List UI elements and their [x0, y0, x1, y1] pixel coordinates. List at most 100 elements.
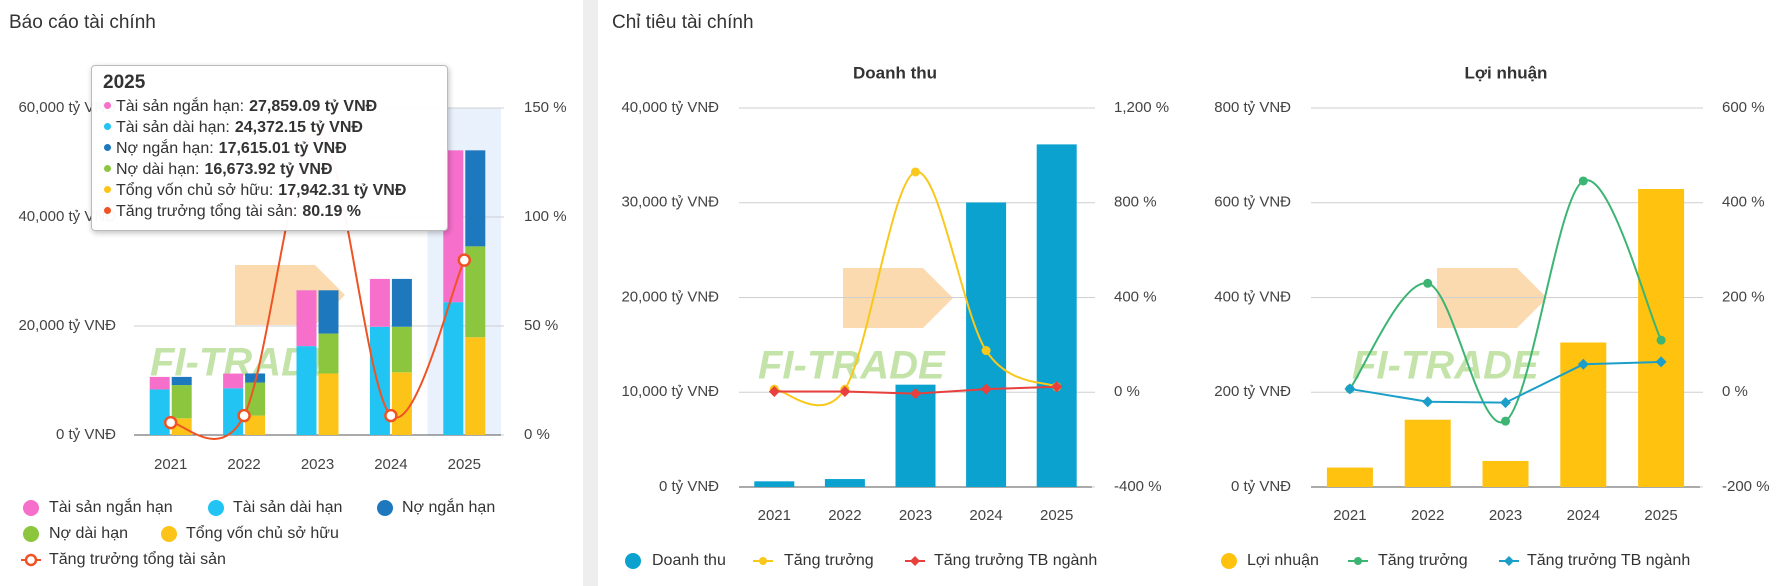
- legend-label: Nợ dài hạn: [49, 525, 128, 542]
- bar: [391, 326, 412, 373]
- tooltip-row: Nợ ngắn hạn: 17,615.01 tỷ VNĐ: [103, 138, 436, 159]
- y-tick-label: 400 tỷ VNĐ: [1214, 288, 1291, 305]
- x-tick-label: 2022: [227, 456, 260, 473]
- legend-label: Tăng trưởng: [1378, 552, 1468, 569]
- legend-symbol: [161, 526, 177, 542]
- tooltip-value: 17,615.01 tỷ VNĐ: [218, 140, 347, 157]
- x-tick-label: 2024: [374, 456, 407, 473]
- tooltip-row: Tài sản ngắn hạn: 27,859.09 tỷ VNĐ: [103, 96, 436, 117]
- y2-tick-label: 0 %: [1722, 383, 1748, 400]
- y-tick-label: 0 tỷ VNĐ: [1231, 478, 1291, 495]
- legend-label: Tài sản dài hạn: [233, 499, 342, 516]
- x-tick-label: 2022: [1411, 507, 1444, 524]
- line-marker: [457, 253, 472, 267]
- bar: [391, 372, 412, 435]
- x-tick-label: 2023: [301, 456, 334, 473]
- panel-title: Báo cáo tài chính: [9, 12, 156, 33]
- line-marker: [759, 557, 767, 565]
- panel-divider: [583, 0, 598, 586]
- bar: [1326, 467, 1373, 487]
- bar: [1036, 144, 1077, 487]
- tooltip-dot: [104, 144, 111, 152]
- y2-tick-label: 0 %: [524, 426, 550, 443]
- line-marker: [1051, 381, 1063, 393]
- line-marker: [1422, 396, 1434, 408]
- line-marker: [768, 386, 780, 398]
- chart-title: Doanh thu: [853, 63, 937, 82]
- bar: [443, 150, 464, 303]
- bar: [1482, 460, 1529, 487]
- y2-tick-label: 100 %: [524, 208, 567, 225]
- y2-tick-label: 400 %: [1722, 194, 1765, 211]
- legend-label: Tăng trưởng TB ngành: [1527, 552, 1690, 569]
- bar: [369, 278, 390, 327]
- line-marker: [911, 167, 920, 177]
- chart-title: Lợi nhuận: [1465, 63, 1548, 82]
- x-tick-label: 2023: [899, 507, 932, 524]
- bar: [149, 389, 170, 435]
- bar: [318, 373, 339, 435]
- bar: [465, 150, 486, 247]
- tooltip-dot: [104, 207, 111, 215]
- tooltip-dot: [104, 102, 111, 110]
- watermark: FI-TRADE: [758, 344, 946, 388]
- y2-tick-label: 400 %: [1114, 288, 1157, 305]
- y2-tick-label: 600 %: [1722, 99, 1765, 116]
- y-tick-label: 800 tỷ VNĐ: [1214, 99, 1291, 116]
- bar: [465, 337, 486, 435]
- legend-symbol: [1221, 553, 1237, 569]
- x-tick-label: 2025: [1644, 507, 1677, 524]
- line-marker: [237, 408, 251, 423]
- line-marker: [384, 408, 398, 423]
- tooltip-label: Nợ ngắn hạn:: [116, 140, 214, 157]
- line-marker: [1578, 176, 1588, 186]
- tooltip-label: Tài sản ngắn hạn:: [116, 98, 245, 115]
- line-marker: [24, 553, 38, 567]
- tooltip-label: Tổng vốn chủ sở hữu:: [116, 182, 274, 199]
- tooltip-dot: [104, 186, 111, 194]
- bar: [245, 373, 266, 383]
- bar: [443, 302, 464, 435]
- line: [1349, 179, 1662, 424]
- bar: [149, 376, 170, 390]
- line-marker: [1656, 335, 1666, 345]
- y2-tick-label: 50 %: [524, 317, 558, 334]
- legend-symbol: [23, 500, 39, 516]
- bar: [223, 373, 244, 389]
- line-marker: [1344, 383, 1356, 395]
- bar: [245, 415, 266, 435]
- panel-title: Chỉ tiêu tài chính: [612, 12, 754, 33]
- legend-label: Tài sản ngắn hạn: [49, 497, 173, 516]
- line-marker: [1501, 416, 1510, 426]
- y-tick-label: 30,000 tỷ VNĐ: [621, 194, 719, 211]
- tooltip-value: 80.19 %: [302, 203, 362, 220]
- bar: [824, 479, 865, 487]
- y2-tick-label: 200 %: [1722, 288, 1765, 305]
- line-marker: [1577, 358, 1589, 370]
- legend-label: Tăng trưởng tổng tài sản: [49, 550, 226, 568]
- legend-symbol: [377, 500, 393, 516]
- tooltip-label: Tài sản dài hạn:: [116, 119, 230, 136]
- legend-label: Nợ ngắn hạn: [402, 497, 495, 516]
- bar: [296, 290, 317, 347]
- bar: [223, 388, 244, 435]
- bar: [171, 376, 192, 386]
- x-tick-label: 2021: [1333, 507, 1366, 524]
- x-tick-label: 2021: [758, 507, 791, 524]
- tooltip-label: Tăng trưởng tổng tài sản:: [116, 203, 298, 220]
- tooltip-value: 16,673.92 tỷ VNĐ: [204, 161, 333, 178]
- tooltip-value: 27,859.09 tỷ VNĐ: [249, 98, 378, 115]
- y2-tick-label: -400 %: [1114, 478, 1162, 495]
- watermark-arrow: [235, 265, 345, 325]
- tooltip-value: 17,942.31 tỷ VNĐ: [278, 182, 407, 199]
- y-tick-label: 20,000 tỷ VNĐ: [621, 288, 719, 305]
- tooltip-row: Nợ dài hạn: 16,673.92 tỷ VNĐ: [103, 159, 436, 180]
- x-tick-label: 2024: [969, 507, 1002, 524]
- y-tick-label: 10,000 tỷ VNĐ: [621, 383, 719, 400]
- line-marker: [910, 388, 921, 400]
- line-marker: [163, 415, 178, 430]
- x-tick-label: 2025: [448, 456, 481, 473]
- legend-label: Doanh thu: [652, 552, 726, 569]
- y-tick-label: 0 tỷ VNĐ: [56, 426, 116, 443]
